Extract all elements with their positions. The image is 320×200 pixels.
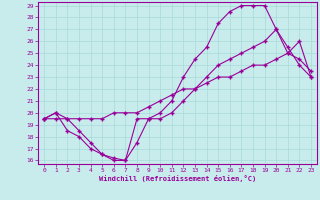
X-axis label: Windchill (Refroidissement éolien,°C): Windchill (Refroidissement éolien,°C) (99, 175, 256, 182)
